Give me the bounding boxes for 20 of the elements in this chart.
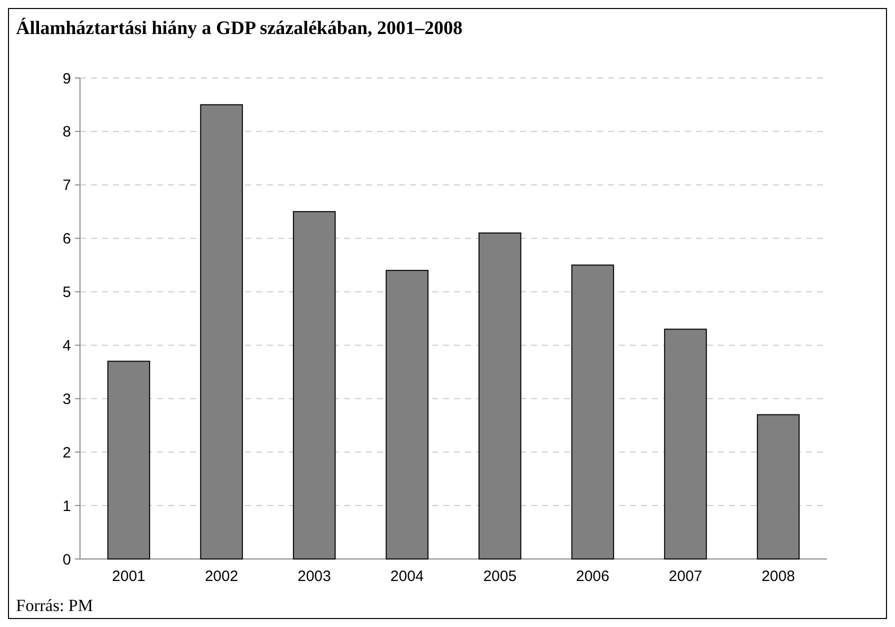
x-tick-label: 2003 [298,568,331,585]
y-tick-label: 5 [62,284,71,302]
y-tick-label: 0 [62,551,71,568]
x-tick-label: 2002 [204,568,238,585]
y-tick-label: 6 [62,230,71,248]
x-tick-label: 2001 [112,568,146,585]
y-tick-label: 1 [62,498,71,515]
x-tick-label: 2005 [483,568,517,585]
x-tick-label: 2007 [668,568,702,585]
y-tick-label: 8 [62,124,71,141]
y-tick-label: 9 [62,70,71,88]
x-tick-label: 2004 [390,568,424,585]
y-tick-label: 7 [62,177,71,194]
y-tick-label: 2 [62,444,71,462]
y-tick-label: 4 [62,337,71,354]
y-tick-label: 3 [62,390,71,408]
chart-title: Államháztartási hiány a GDP százalékában, 2001–2008 [16,17,463,39]
text: Forrás: PM [16,596,93,615]
x-tick-label: 2008 [762,568,795,585]
x-tick-label: 2006 [576,568,610,585]
